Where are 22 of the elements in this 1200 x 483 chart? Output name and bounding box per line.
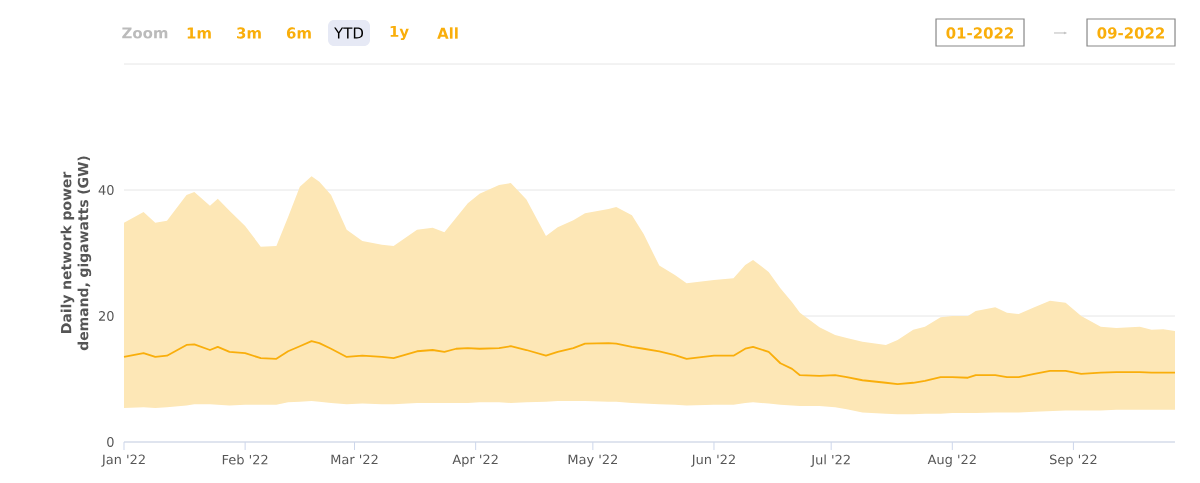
text: All: [437, 27, 458, 39]
y-tick-label: 40: [98, 185, 114, 195]
x-tick-label: Mar '22: [331, 454, 378, 465]
x-tick-label: Feb '22: [222, 454, 268, 465]
text: 09-2022: [1097, 27, 1165, 39]
x-tick-label: Jul '22: [810, 454, 850, 467]
text: 6m: [286, 27, 311, 39]
text: 1y: [390, 25, 409, 41]
x-tick-label: Sep '22: [1049, 454, 1097, 467]
x-tick-label: Jun '22: [691, 454, 735, 467]
text: 1m: [187, 27, 211, 39]
y-tick-label: 20: [98, 311, 114, 321]
text: Zoom: [122, 27, 168, 39]
x-tick-label: Aug '22: [927, 454, 976, 467]
x-tick-label: May '22: [568, 454, 618, 467]
text: 3m: [237, 27, 261, 39]
y-tick-label: 0: [107, 437, 114, 447]
y-axis-title: Daily network power demand, gigawatts (GW): [60, 156, 92, 351]
x-tick-label: Apr '22: [452, 454, 498, 467]
x-tick-label: Jan '22: [101, 454, 145, 467]
text: 01-2022: [946, 27, 1014, 39]
text: YTD: [334, 27, 364, 39]
